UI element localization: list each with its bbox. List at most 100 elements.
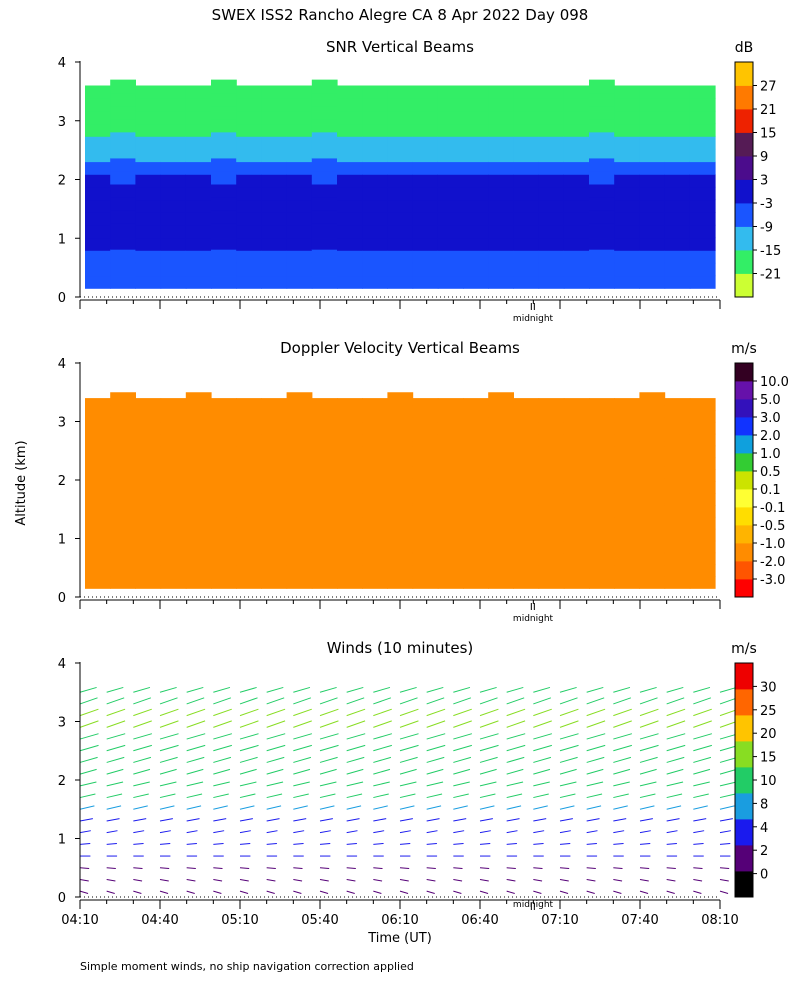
wind-barb [399, 890, 409, 894]
wind-barb [719, 842, 731, 845]
heatmap-cell [488, 551, 514, 565]
wind-barb [453, 830, 465, 834]
wind-barb [346, 733, 366, 740]
heatmap-cell [463, 174, 489, 188]
wind-barb [293, 878, 303, 882]
heatmap-cell [135, 409, 162, 423]
heatmap-cell [437, 505, 464, 518]
wind-barb [693, 830, 705, 834]
heatmap-cell [185, 174, 212, 188]
wind-barb [346, 890, 355, 894]
wind-barb [293, 818, 307, 822]
heatmap-cell [261, 224, 288, 239]
time-tick-label: 08:10 [701, 913, 738, 928]
heatmap-cell [337, 421, 363, 435]
wind-barb [586, 805, 602, 810]
heatmap-cell [463, 564, 489, 577]
wind-barb [559, 697, 578, 705]
wind-barb [266, 781, 284, 787]
y-tick-label: 0 [58, 891, 66, 906]
wind-barb [693, 720, 712, 728]
heatmap-cell [362, 275, 388, 289]
heatmap-cell [412, 540, 439, 554]
wind-barb [186, 756, 205, 763]
heatmap-cell [639, 539, 666, 553]
heatmap-cell [85, 110, 111, 125]
heatmap-cell [135, 237, 162, 251]
wind-barb [666, 818, 680, 822]
heatmap-cell [387, 148, 414, 163]
wind-barb [133, 686, 151, 693]
heatmap-cell [135, 250, 162, 264]
wind-barb [533, 867, 543, 870]
wind-barb [399, 842, 411, 845]
heatmap-cell [664, 250, 691, 264]
heatmap-cell [589, 262, 615, 276]
colorbar-label: 30 [760, 680, 777, 695]
heatmap-cell [185, 237, 212, 251]
heatmap-cell [437, 516, 464, 530]
heatmap-cell [160, 186, 187, 201]
heatmap-cell [85, 199, 111, 213]
wind-barb [346, 842, 357, 845]
wind-barb [106, 842, 117, 845]
heatmap-cell [236, 148, 262, 163]
wind-barb [399, 733, 419, 740]
heatmap-cell [387, 110, 414, 125]
heatmap-cell [135, 540, 162, 554]
wind-barb [319, 890, 329, 894]
colorbar-segment [735, 663, 753, 690]
wind-barb [373, 720, 392, 728]
heatmap-cell [85, 409, 111, 423]
heatmap-cell [538, 123, 565, 137]
heatmap-cell [463, 199, 489, 213]
heatmap-cell [563, 224, 590, 239]
wind-barb [666, 842, 677, 845]
wind-barb [506, 686, 524, 693]
wind-barb [293, 744, 313, 752]
heatmap-cell [85, 445, 111, 459]
heatmap-cell [488, 404, 514, 418]
heatmap-cell [311, 421, 338, 435]
heatmap-cell [185, 539, 212, 553]
wind-barb [559, 830, 571, 834]
heatmap-cell [488, 477, 514, 491]
wind-barb [106, 818, 120, 822]
wind-barb [453, 686, 471, 693]
wind-barb [319, 781, 337, 787]
heatmap-cell [639, 526, 666, 540]
heatmap-cell [614, 250, 640, 264]
heatmap-cell [463, 505, 489, 518]
winds-midnight-label: midnight [513, 900, 554, 910]
heatmap-cell [412, 199, 439, 213]
heatmap-cell [513, 421, 540, 435]
time-tick-labels: 04:10 04:40 05:10 05:40 06:10 06:40 07:10 07:40… [61, 913, 738, 928]
heatmap-cell [538, 421, 565, 435]
wind-barb [506, 793, 523, 799]
colorbar-segment [735, 525, 753, 544]
wind-barb [373, 744, 393, 752]
wind-barb [186, 830, 198, 834]
wind-barb [319, 805, 335, 810]
heatmap-cell [337, 161, 363, 175]
heatmap-cell [311, 540, 338, 554]
wind-barb [399, 756, 418, 763]
heatmap-cell [689, 540, 716, 554]
heatmap-cell [337, 493, 363, 506]
colorbar-segment [735, 453, 753, 472]
wind-barb [533, 720, 552, 728]
time-axis-label: Time (UT) [367, 931, 432, 946]
heatmap-cell [387, 98, 414, 112]
heatmap-cell [261, 85, 288, 99]
wind-barb [266, 805, 282, 810]
heatmap-cell [85, 481, 111, 494]
heatmap-cell [362, 250, 388, 264]
heatmap-cell [463, 409, 489, 423]
heatmap-cell [311, 183, 338, 198]
heatmap-cell [387, 224, 414, 239]
colorbar-label: 8 [760, 797, 768, 812]
heatmap-cell [437, 398, 464, 411]
heatmap-cell [664, 174, 691, 188]
heatmap-cell [211, 469, 237, 482]
wind-barb [533, 768, 551, 775]
